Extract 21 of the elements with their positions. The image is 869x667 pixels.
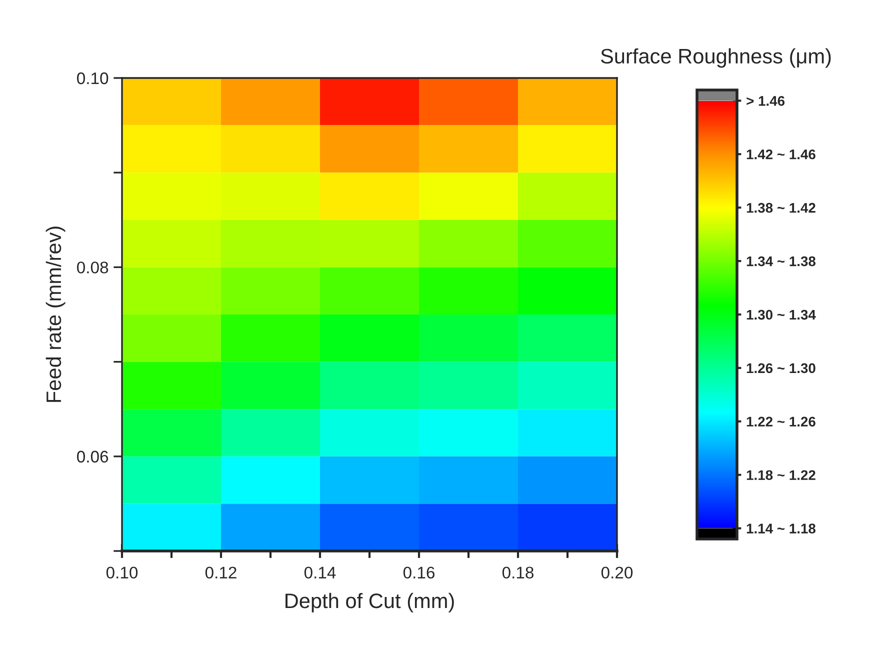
color-bar-label: 1.42 ~ 1.46 bbox=[746, 149, 816, 160]
x-axis-title: Depth of Cut (mm) bbox=[286, 592, 454, 612]
color-bar-label: 1.38 ~ 1.42 bbox=[746, 202, 816, 213]
color-bar-label: 1.22 ~ 1.26 bbox=[746, 416, 816, 427]
x-tick-label: 0.10 bbox=[106, 566, 138, 579]
color-bar-label: > 1.46 bbox=[746, 96, 785, 106]
color-bar-label: 1.26 ~ 1.30 bbox=[746, 363, 816, 374]
x-tick-label: 0.20 bbox=[601, 566, 633, 579]
color-bar-title: Surface Roughness (μm) bbox=[600, 48, 831, 68]
y-tick-label: 0.06 bbox=[77, 450, 108, 463]
color-bar-label: 1.34 ~ 1.38 bbox=[746, 256, 816, 266]
y-tick-label: 0.10 bbox=[77, 72, 108, 84]
x-tick-label: 0.12 bbox=[205, 566, 236, 579]
y-axis-title: Feed rate (mm/rev) bbox=[46, 226, 66, 402]
y-tick-label: 0.08 bbox=[77, 262, 108, 274]
x-tick-label: 0.14 bbox=[304, 566, 336, 579]
x-tick-label: 0.18 bbox=[502, 566, 534, 579]
color-bar-label: 1.14 ~ 1.18 bbox=[746, 524, 816, 534]
color-bar-label: 1.30 ~ 1.34 bbox=[746, 310, 816, 320]
x-tick-label: 0.16 bbox=[403, 566, 434, 579]
color-bar-label: 1.18 ~ 1.22 bbox=[746, 470, 816, 480]
